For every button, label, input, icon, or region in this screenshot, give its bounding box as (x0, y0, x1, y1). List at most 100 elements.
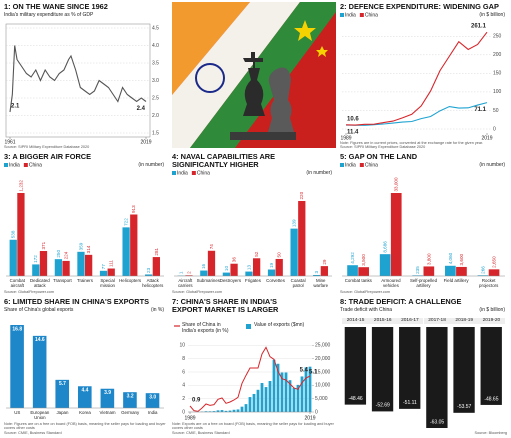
bar (122, 227, 130, 276)
bar (272, 359, 276, 412)
source: Source: GlobalFirepower.com (340, 290, 391, 294)
value-label: 4.4 (82, 388, 89, 394)
chess-piece (268, 67, 294, 132)
value-label: 13 (246, 265, 251, 271)
category-label: Mine warfare (313, 278, 329, 288)
bar (248, 397, 252, 412)
subtitle: India's military expenditure as % of GDP (4, 12, 94, 18)
legend-label: Share of China in India's exports (in %) (182, 322, 229, 334)
value-label: 36 (231, 257, 236, 263)
bar (252, 393, 256, 412)
legend-label: Value of exports ($mn) (254, 322, 305, 328)
bar (426, 327, 448, 428)
bar (216, 410, 220, 412)
legend-swatch (340, 13, 344, 17)
legend-label: China (365, 12, 378, 18)
bar (260, 383, 264, 412)
legend-swatch (340, 163, 344, 167)
category-label: Transport (53, 278, 72, 283)
y-tick-label: 8 (182, 356, 185, 362)
bar (185, 275, 193, 276)
y2-tick-label: 5,000 (315, 396, 328, 402)
category-label: India (147, 410, 158, 415)
category-label: Submarines (196, 278, 220, 283)
bar (240, 406, 244, 412)
bar (284, 372, 288, 412)
bar (275, 258, 283, 276)
value-label: 250 (56, 250, 61, 258)
y-tick-label: 250 (493, 34, 502, 40)
category-label: 2014-15 (342, 318, 370, 324)
bar (300, 376, 304, 412)
category-label: European Union (30, 410, 50, 420)
value-label: 371 (41, 241, 46, 249)
y-tick-label: 4 (182, 383, 185, 389)
chart-title: 2: DEFENCE EXPENDITURE: WIDENING GAP (340, 2, 499, 11)
value-label: 224 (63, 251, 68, 259)
bar (130, 214, 138, 276)
legend-swatch (359, 13, 364, 17)
y-tick-label: 1.5 (152, 130, 159, 136)
value-label: 3.2 (127, 394, 134, 400)
y-tick-label: 0 (493, 126, 496, 132)
value-label: 16.8 (12, 326, 22, 332)
bar (320, 266, 328, 276)
chakra (195, 63, 225, 93)
y-tick-label: 10 (179, 343, 185, 349)
bar (290, 228, 298, 276)
annotation: 261.1 (471, 24, 487, 30)
source: Source: SIPRI Military Expenditure Datab… (4, 145, 90, 149)
y-tick-label: 200 (493, 52, 502, 58)
bar (100, 388, 115, 408)
bar (78, 386, 92, 408)
note: Note: Exports are on a free on board (FO… (172, 422, 334, 431)
value-label: 3,500 (361, 254, 366, 266)
category-label: 2017-18 (423, 318, 451, 324)
legend-swatch (191, 171, 196, 175)
value-label: 10 (224, 266, 229, 272)
x-tick-label: 1989 (184, 415, 195, 421)
bar (77, 251, 85, 276)
value-label: 3 (314, 270, 319, 273)
value-label: 281 (154, 247, 159, 255)
value-label: 74 (209, 244, 214, 250)
value-label: 3.9 (104, 390, 111, 396)
chart-title: 4: NAVAL CAPABILITIES ARE SIGNIFICANTLY … (172, 152, 276, 169)
value-label: 23 (146, 267, 151, 273)
y-tick-label: 0 (182, 409, 185, 415)
value-label: -52.69 (376, 403, 390, 409)
units: (in $ billion) (479, 307, 505, 313)
annotation: 5.4 (300, 368, 309, 374)
legend-swatch (246, 324, 251, 329)
legend-swatch (4, 163, 8, 167)
source: Source: GlobalFirepower.com (4, 290, 55, 294)
value-label: 8,686 (383, 241, 388, 253)
legend-label: China (365, 162, 378, 168)
source: Source: CMIE, Business Standard (4, 431, 62, 435)
units: (in number) (306, 170, 332, 176)
category-label: Attack helicopters (142, 278, 164, 288)
value-label: 50 (277, 252, 282, 258)
legend-label: India (177, 170, 188, 176)
legend-label: China (197, 170, 210, 176)
chess-king (243, 52, 265, 116)
value-label: 2 (186, 271, 191, 274)
bar (32, 335, 47, 408)
data-line (345, 31, 488, 126)
bar (145, 274, 153, 276)
bar (39, 251, 48, 276)
bar (445, 265, 456, 276)
chess-base (230, 132, 296, 140)
bar (232, 409, 236, 412)
value-label: 14.6 (35, 337, 45, 343)
value-label: -48.46 (348, 396, 362, 402)
annotation: 5.1 (309, 370, 318, 376)
value-label: -51.11 (403, 400, 417, 406)
y-tick-label: 4.0 (152, 43, 159, 49)
x-tick-label: 1961 (4, 139, 15, 145)
y-tick-label: 4.5 (152, 25, 159, 31)
value-label: 220 (299, 191, 304, 199)
legend-swatch (172, 171, 176, 175)
value-label: -63.05 (430, 419, 444, 425)
category-label: Coastal patrol (290, 278, 306, 288)
